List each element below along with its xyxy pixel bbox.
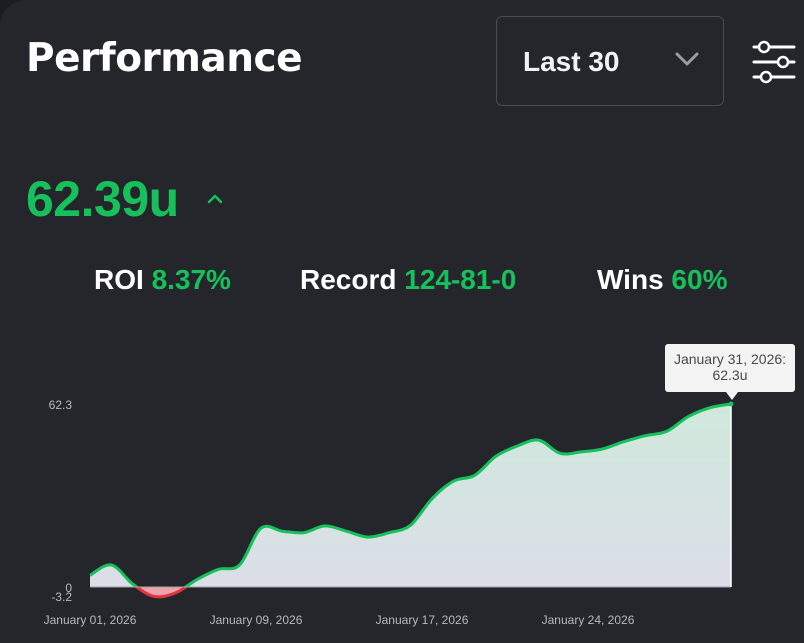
chart-tooltip: January 31, 2026: 62.3u <box>665 344 795 392</box>
stat-record-label: Record <box>300 264 397 295</box>
stat-roi-value: 8.37% <box>151 264 231 295</box>
stat-wins-value: 60% <box>671 264 728 295</box>
filter-sliders-icon[interactable] <box>752 40 796 84</box>
stat-wins: Wins 60% <box>597 264 727 296</box>
trend-up-icon <box>207 194 223 204</box>
page-title: Performance <box>26 36 303 81</box>
stat-wins-label: Wins <box>597 264 664 295</box>
stat-roi-label: ROI <box>94 264 144 295</box>
total-units: 62.39u <box>26 171 179 227</box>
period-select-value: Last 30 <box>523 46 620 77</box>
stat-record: Record 124-81-0 <box>300 264 516 296</box>
period-select[interactable]: Last 30 <box>496 16 724 106</box>
tooltip-date: January 31, 2026: <box>673 351 787 367</box>
chevron-down-icon <box>675 52 699 66</box>
stat-roi: ROI 8.37% <box>94 264 231 296</box>
stat-record-value: 124-81-0 <box>404 264 517 295</box>
tooltip-value: 62.3u <box>712 367 748 383</box>
tooltip-arrow <box>726 392 738 400</box>
